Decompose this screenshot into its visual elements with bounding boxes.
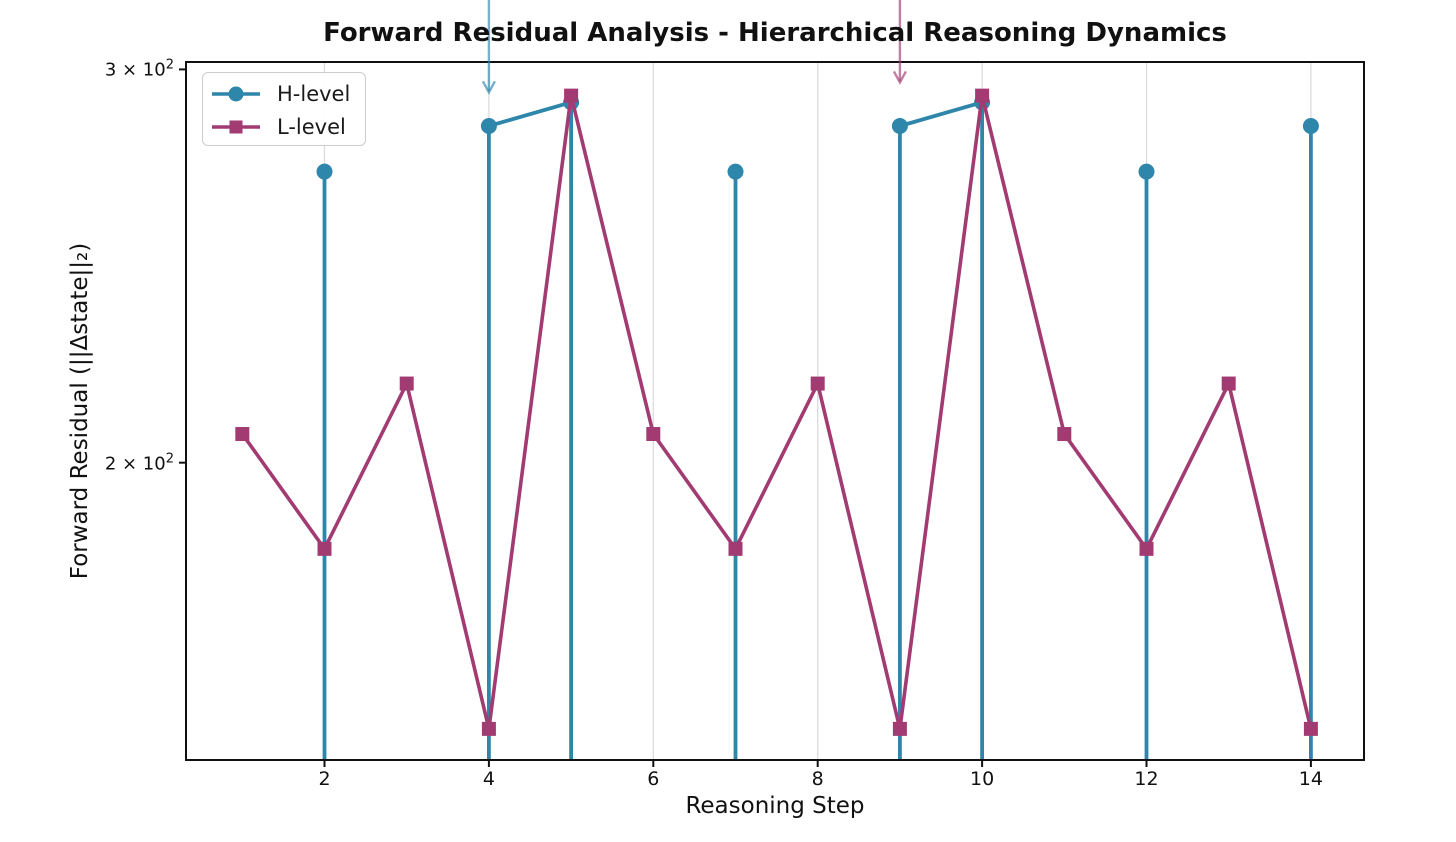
l-level-marker-5 <box>564 88 579 103</box>
plot-border <box>185 61 1365 761</box>
chart-title: Forward Residual Analysis - Hierarchical… <box>323 18 1227 48</box>
legend-label: L-level <box>277 115 346 140</box>
l-level-line <box>240 95 1313 730</box>
x-tick-label-4: 4 <box>482 768 495 790</box>
circle-marker-sample <box>212 86 260 102</box>
legend-circle-marker <box>228 86 244 102</box>
x-axis-label: Reasoning Step <box>685 793 865 819</box>
legend-square-marker <box>229 120 243 134</box>
h-level-marker-9 <box>891 117 908 134</box>
x-tick-label-2: 2 <box>318 768 331 790</box>
l-level-marker-10 <box>975 88 990 103</box>
l-level-marker-3 <box>399 376 414 391</box>
l-level-marker-6 <box>646 427 661 442</box>
h-level-segment <box>899 100 983 128</box>
l-level-marker-4 <box>481 721 496 736</box>
l-level-marker-11 <box>1057 427 1072 442</box>
square-marker-sample <box>212 120 260 134</box>
axis-ticks <box>179 68 1312 767</box>
l-level-marker-8 <box>810 376 825 391</box>
h-level-marker-12 <box>1138 163 1155 180</box>
legend-item-l-level: L-level <box>211 111 365 143</box>
data-series <box>235 88 1319 760</box>
l-level-marker-9 <box>892 721 907 736</box>
axes-frame <box>185 61 1365 761</box>
legend-label: H-level <box>277 81 351 106</box>
h-level-marker-7 <box>727 163 744 180</box>
x-tick-label-14: 14 <box>1298 768 1323 790</box>
y-tick-label-300: 3 × 102 <box>104 57 174 81</box>
h-level-segment <box>488 100 572 128</box>
legend: H-level L-level <box>202 72 366 146</box>
x-tick-label-12: 12 <box>1134 768 1159 790</box>
y-axis-label: Forward Residual (||Δstate||₂) <box>67 242 93 580</box>
l-level-marker-7 <box>728 541 743 556</box>
h-spike-arrow-head <box>481 80 496 95</box>
x-tick-label-8: 8 <box>811 768 824 790</box>
l-level-marker-13 <box>1221 376 1236 391</box>
annotation-arrows <box>481 0 907 95</box>
l-spike-arrow-head <box>892 70 907 85</box>
h-level-marker-14 <box>1302 117 1319 134</box>
l-spike-arrow <box>892 0 907 85</box>
h-spike-arrow <box>481 0 496 95</box>
h-level-marker-2 <box>316 163 333 180</box>
y-tick-label-200: 2 × 102 <box>104 451 174 475</box>
x-tick-label-6: 6 <box>647 768 660 790</box>
legend-item-h-level: H-level <box>211 78 365 110</box>
l-level-marker-2 <box>317 541 332 556</box>
h-level-marker-4 <box>480 117 497 134</box>
l-level-marker-12 <box>1139 541 1154 556</box>
l-level-marker-1 <box>235 427 250 442</box>
l-level-marker-14 <box>1303 721 1318 736</box>
x-tick-label-10: 10 <box>970 768 995 790</box>
